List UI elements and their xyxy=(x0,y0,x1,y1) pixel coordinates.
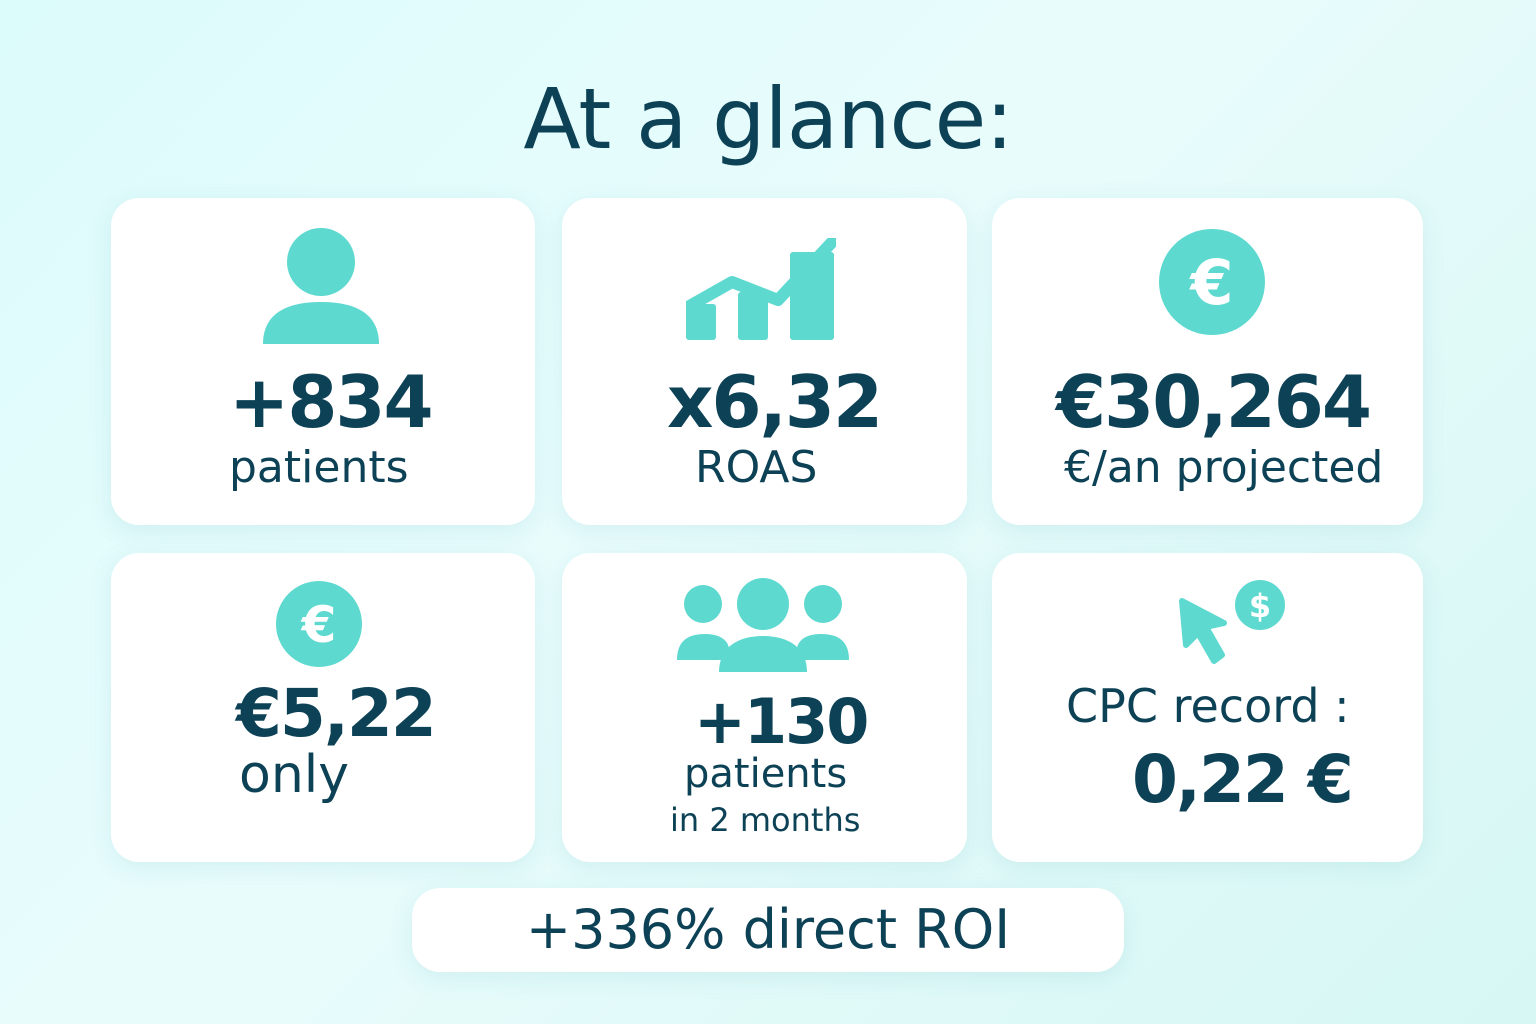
page-title: At a glance: xyxy=(523,70,1013,168)
stat-label: CPC record : xyxy=(1066,679,1350,733)
stat-card-cpc: $ CPC record : 0,22 € xyxy=(992,553,1423,862)
stat-value: 0,22 € xyxy=(1132,741,1354,818)
svg-text:€: € xyxy=(301,596,337,654)
stat-label: patients xyxy=(229,442,409,493)
stat-label: only xyxy=(239,745,349,805)
stat-value: +834 xyxy=(229,360,434,444)
svg-text:$: $ xyxy=(1249,587,1271,625)
stat-label-secondary: in 2 months xyxy=(670,801,861,839)
svg-text:€: € xyxy=(1188,246,1233,319)
stat-value: x6,32 xyxy=(667,360,883,444)
stat-label: ROAS xyxy=(695,442,818,493)
euro-coin-icon: € xyxy=(276,581,362,667)
stat-card-new-patients: +130 patients in 2 months xyxy=(562,553,967,862)
stat-card-revenue: € €30,264 €/an projected xyxy=(992,198,1423,525)
group-icon xyxy=(677,578,849,672)
cursor-icon xyxy=(1179,598,1227,664)
dollar-coin-icon: $ xyxy=(1235,580,1285,630)
stat-card-cost: € €5,22 only xyxy=(111,553,535,862)
stat-label: €/an projected xyxy=(1064,442,1384,493)
stat-label: patients xyxy=(684,751,848,797)
bar-chart-icon xyxy=(686,238,836,340)
roi-banner: +336% direct ROI xyxy=(412,888,1124,972)
stat-value: €5,22 xyxy=(236,675,437,752)
stat-card-patients: +834 patients xyxy=(111,198,535,525)
stat-value: +130 xyxy=(694,685,869,758)
euro-coin-icon: € xyxy=(1159,229,1265,335)
stat-card-roas: x6,32 ROAS xyxy=(562,198,967,525)
person-icon xyxy=(263,228,379,344)
stat-value: €30,264 xyxy=(1056,360,1372,444)
